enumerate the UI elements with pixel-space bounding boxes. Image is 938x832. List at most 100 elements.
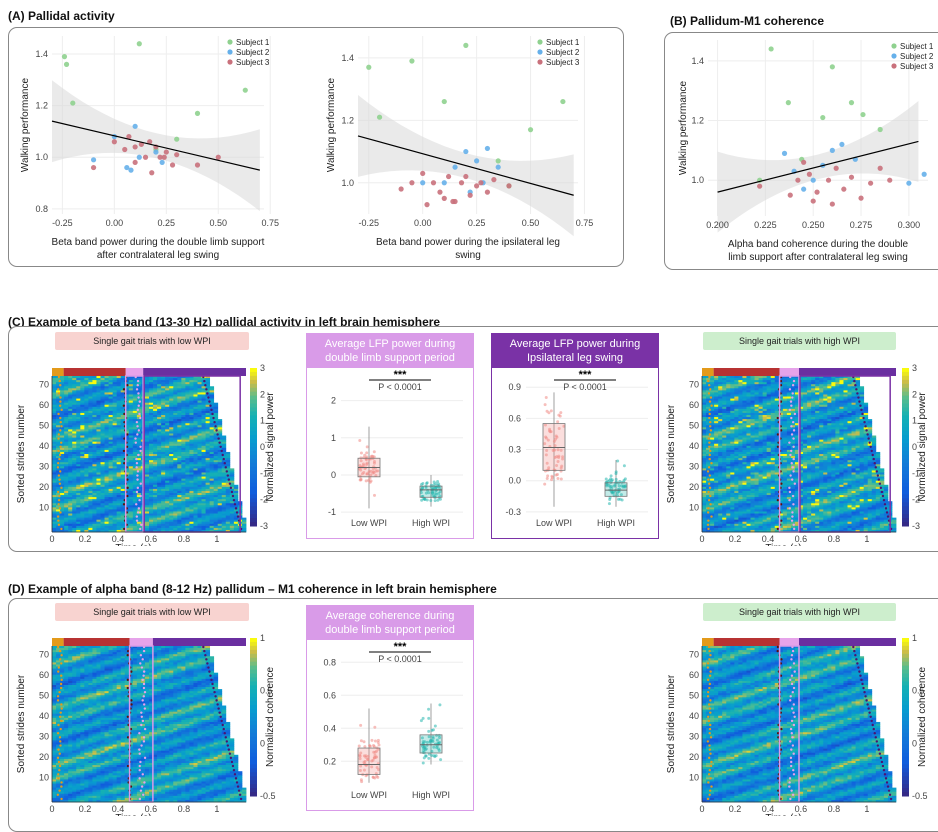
event-marker [138, 429, 140, 431]
event-marker [126, 495, 128, 497]
event-marker [123, 388, 125, 390]
y-tick-label: 1.0 [341, 178, 354, 188]
heatmap-d-low-title: Single gait trials with low WPI [55, 603, 249, 621]
panel-b-title: (B) Pallidum-M1 coherence [670, 14, 824, 28]
data-point [830, 148, 835, 153]
data-point [811, 198, 816, 203]
event-marker [234, 503, 236, 505]
data-point [906, 181, 911, 186]
event-marker [58, 495, 60, 497]
y-tick-label: 1.0 [691, 175, 704, 185]
colorbar-segment [250, 380, 257, 384]
event-marker [123, 503, 125, 505]
x-tick-label: 0.25 [468, 218, 486, 228]
colorbar-segment [250, 463, 257, 467]
event-marker [58, 478, 60, 480]
colorbar-segment [250, 479, 257, 483]
event-marker [227, 474, 229, 476]
event-marker [137, 396, 139, 398]
y-tick-label: 1.4 [35, 49, 48, 59]
event-marker [134, 437, 136, 439]
event-marker [220, 450, 222, 452]
data-point [769, 46, 774, 51]
event-marker [126, 487, 128, 489]
data-point [243, 88, 248, 93]
event-marker [57, 515, 59, 517]
event-marker [139, 528, 141, 530]
data-point [801, 187, 806, 192]
data-point [153, 149, 158, 154]
data-point [496, 165, 501, 170]
event-marker [236, 511, 238, 513]
colorbar-segment [250, 467, 257, 471]
data-point [70, 100, 75, 105]
event-marker [231, 491, 233, 493]
data-point [195, 162, 200, 167]
event-marker [60, 421, 62, 423]
data-point [782, 151, 787, 156]
data-point [133, 124, 138, 129]
colorbar-segment [250, 447, 257, 451]
event-marker [135, 466, 137, 468]
data-point [64, 62, 69, 67]
event-marker [59, 470, 61, 472]
event-marker [59, 446, 61, 448]
data-point [860, 112, 865, 117]
event-marker [136, 478, 138, 480]
event-marker [223, 458, 225, 460]
event-marker [59, 380, 61, 382]
legend-label: Subject 1 [546, 38, 580, 47]
heatmap-c-low-title: Single gait trials with low WPI [55, 332, 249, 350]
y-tick-label: 1.4 [691, 56, 704, 66]
data-point [437, 190, 442, 195]
event-marker [59, 429, 61, 431]
data-point [849, 175, 854, 180]
legend-label: Subject 3 [546, 58, 580, 67]
event-marker [136, 425, 138, 427]
event-marker [210, 409, 212, 411]
data-point [826, 178, 831, 183]
event-marker [137, 470, 139, 472]
data-point [506, 183, 511, 188]
event-marker [230, 487, 232, 489]
data-point [834, 166, 839, 171]
event-marker [137, 409, 139, 411]
data-point [878, 127, 883, 132]
x-tick-label: 0 [49, 534, 54, 544]
event-marker [136, 519, 138, 521]
colorbar-segment [250, 518, 257, 522]
x-tick-label: 1 [214, 534, 219, 544]
event-marker [211, 413, 213, 415]
event-marker [136, 491, 138, 493]
event-marker [59, 454, 61, 456]
event-marker [228, 478, 230, 480]
x-axis-label: Beta band power during the double limb s… [52, 237, 265, 261]
y-tick-label: 50 [39, 420, 49, 430]
event-marker [57, 503, 59, 505]
data-point [807, 172, 812, 177]
x-tick-label: 0.50 [522, 218, 540, 228]
data-point [786, 100, 791, 105]
event-marker [140, 483, 142, 485]
data-point [841, 187, 846, 192]
event-marker [57, 491, 59, 493]
y-tick-label: 30 [39, 461, 49, 471]
colorbar-segment [250, 376, 257, 380]
data-point [431, 180, 436, 185]
event-marker [229, 483, 231, 485]
data-point [560, 99, 565, 104]
x-tick-label: -0.25 [52, 218, 73, 228]
event-marker [58, 392, 60, 394]
legend-marker [537, 39, 542, 44]
legend-label: Subject 2 [900, 52, 934, 61]
y-tick-label: 10 [39, 502, 49, 512]
data-point [474, 158, 479, 163]
legend-label: Subject 2 [546, 48, 580, 57]
event-marker [137, 380, 139, 382]
y-tick-label: 1.2 [341, 115, 354, 125]
legend-marker [537, 49, 542, 54]
data-point [485, 146, 490, 151]
data-point [830, 201, 835, 206]
heatmap-c-low: 00.20.40.60.8110203040506070Time (s)Sort… [14, 354, 284, 546]
x-tick-label: -0.25 [359, 218, 380, 228]
